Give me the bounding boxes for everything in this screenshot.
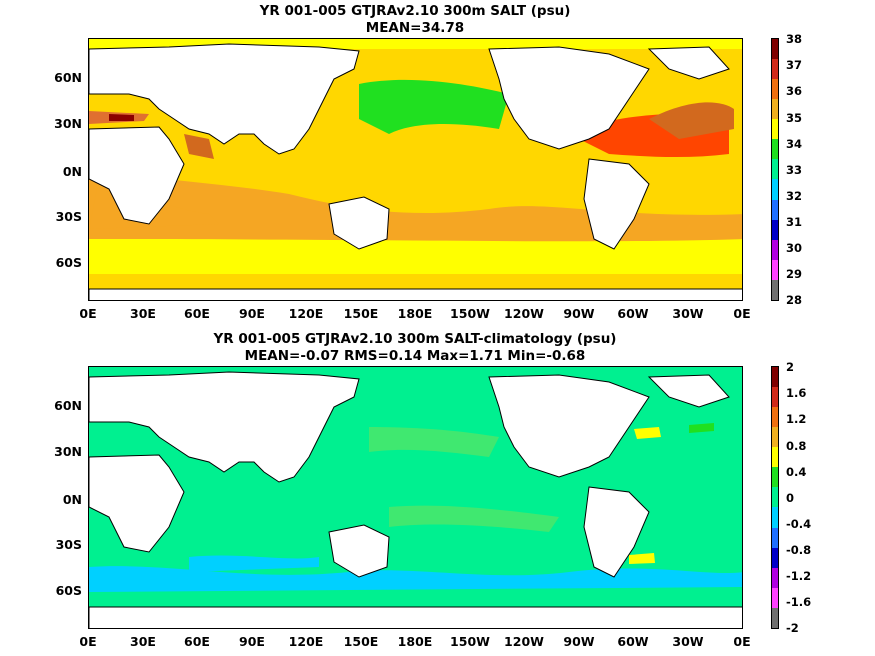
bottom-lon-label: 0E [79,634,97,649]
colorbar-swatch [772,59,778,80]
bottom-lat-label-30n: 30N [54,444,82,459]
bottom-colorbar-tick: 0 [786,491,795,505]
colorbar-swatch [772,219,778,240]
colorbar-swatch [772,607,778,628]
top-colorbar [771,38,779,301]
top-lon-label: 60W [617,306,649,321]
top-colorbar-tick: 33 [786,163,803,177]
top-lon-label: 150E [343,306,379,321]
top-lon-label: 90W [563,306,595,321]
colorbar-swatch [772,199,778,220]
colorbar-swatch [772,239,778,260]
top-salinity-map [88,38,743,301]
top-lon-label: 0E [733,306,751,321]
bottom-lat-label-60s: 60S [55,583,82,598]
top-lon-label: 90E [239,306,265,321]
top-colorbar-tick: 36 [786,84,803,98]
top-lon-label: 60E [184,306,210,321]
top-lon-label: 120W [504,306,544,321]
top-panel-title: YR 001-005 GTJRAv2.10 300m SALT (psu) [259,3,571,19]
top-colorbar-tick: 31 [786,215,803,229]
top-lat-label-30s: 30S [55,209,82,224]
bottom-colorbar-tick: -1.6 [786,595,812,609]
top-colorbar-tick: 30 [786,241,803,255]
bottom-colorbar-tick: -1.2 [786,569,812,583]
bottom-lon-label: 120W [504,634,544,649]
colorbar-swatch [772,39,778,60]
bottom-lon-label: 90W [563,634,595,649]
top-colorbar-tick: 38 [786,32,803,46]
colorbar-swatch [772,467,778,488]
bottom-panel-stats: MEAN=-0.07 RMS=0.14 Max=1.71 Min=-0.68 [244,348,586,364]
top-lon-label: 150W [450,306,490,321]
bottom-colorbar-tick: 1.6 [786,386,807,400]
bottom-colorbar-tick: 1.2 [786,412,807,426]
colorbar-swatch [772,507,778,528]
bottom-colorbar-tick: 0.8 [786,439,807,453]
bottom-lat-label-0n: 0N [62,492,82,507]
bottom-lon-label: 30W [672,634,704,649]
bottom-panel-title: YR 001-005 GTJRAv2.10 300m SALT-climatol… [213,331,617,347]
colorbar-swatch [772,407,778,428]
top-lon-label: 120E [288,306,324,321]
top-colorbar-tick: 28 [786,293,803,307]
top-panel-mean: MEAN=34.78 [365,20,465,36]
colorbar-swatch [772,279,778,300]
top-colorbar-tick: 34 [786,137,803,151]
bottom-lon-label: 30E [130,634,156,649]
colorbar-swatch [772,367,778,388]
colorbar-swatch [772,179,778,200]
bottom-lon-label: 90E [239,634,265,649]
top-lon-label: 0E [79,306,97,321]
top-lon-label: 180E [397,306,433,321]
bottom-lon-label: 0E [733,634,751,649]
bottom-lat-label-30s: 30S [55,537,82,552]
top-colorbar-tick: 29 [786,267,803,281]
colorbar-swatch [772,79,778,100]
bottom-lon-label: 60E [184,634,210,649]
bottom-lon-label: 60W [617,634,649,649]
colorbar-swatch [772,527,778,548]
colorbar-swatch [772,139,778,160]
top-colorbar-tick: 35 [786,111,803,125]
top-lat-label-60n: 60N [54,70,82,85]
bottom-colorbar [771,366,779,629]
top-lon-label: 30W [672,306,704,321]
colorbar-swatch [772,587,778,608]
colorbar-swatch [772,567,778,588]
top-lat-label-60s: 60S [55,255,82,270]
top-colorbar-tick: 37 [786,58,803,72]
bottom-lon-label: 180E [397,634,433,649]
bottom-colorbar-tick: -2 [786,621,799,635]
bottom-lon-label: 150E [343,634,379,649]
colorbar-swatch [772,159,778,180]
bottom-colorbar-tick: 2 [786,360,795,374]
top-lat-label-0n: 0N [62,164,82,179]
bottom-salinity-anomaly-map [88,366,743,629]
colorbar-swatch [772,387,778,408]
colorbar-swatch [772,119,778,140]
bottom-colorbar-tick: -0.4 [786,517,812,531]
top-lon-label: 30E [130,306,156,321]
colorbar-swatch [772,99,778,120]
colorbar-swatch [772,487,778,508]
bottom-colorbar-tick: -0.8 [786,543,812,557]
top-colorbar-tick: 32 [786,189,803,203]
bottom-lon-label: 120E [288,634,324,649]
colorbar-swatch [772,547,778,568]
bottom-colorbar-tick: 0.4 [786,465,807,479]
colorbar-swatch [772,447,778,468]
colorbar-swatch [772,427,778,448]
bottom-lat-label-60n: 60N [54,398,82,413]
colorbar-swatch [772,259,778,280]
bottom-lon-label: 150W [450,634,490,649]
top-lat-label-30n: 30N [54,116,82,131]
